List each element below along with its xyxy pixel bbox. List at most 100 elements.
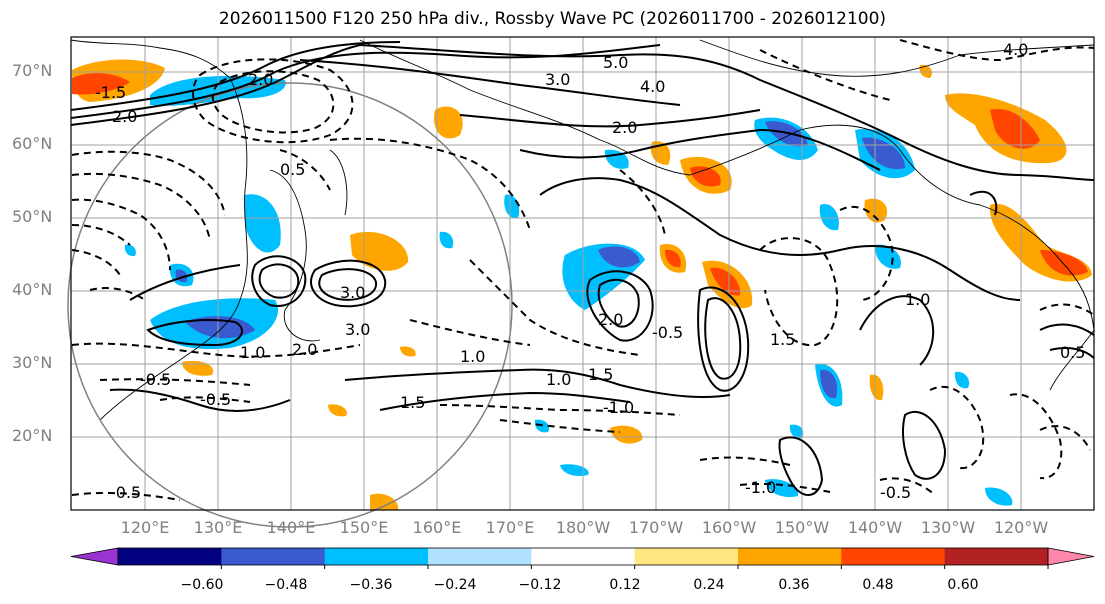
positive-anomaly [400,346,416,357]
positive-anomaly [182,360,214,376]
colorbar-tick-label: 0.12 [609,577,641,593]
region-circle [67,82,513,528]
colorbar-segment [428,548,532,565]
contour-label: 1.0 [905,290,930,309]
contour-label: 0.5 [280,160,305,179]
contour-label: -0.5 [110,483,141,502]
positive-anomaly [990,109,1040,149]
solid-contours [70,41,1095,496]
colorbar-segment [324,548,429,565]
lon-label: 130°W [920,518,976,537]
lat-label: 30°N [12,353,53,372]
colorbar-tick-label: −0.60 [180,577,224,593]
contour-label: -0.5 [652,323,683,342]
negative-anomaly [954,371,970,389]
negative-anomaly [789,424,804,439]
lon-label: 140°W [847,518,903,537]
graticule [71,37,1094,510]
negative-anomaly [874,244,901,269]
positive-anomaly [869,374,884,401]
colorbar-tick-label: −0.12 [518,577,562,593]
map-title: 2026011500 F120 250 hPa div., Rossby Wav… [218,9,887,29]
lon-label: 120°W [993,518,1049,537]
lon-label: 150°W [774,518,830,537]
positive-anomaly [434,106,463,139]
colorbar-segment [531,548,636,565]
colorbar-segment [841,548,946,565]
positive-anomaly [710,267,741,296]
contour-label: 2.0 [292,340,317,359]
contour-label: -0.5 [880,483,911,502]
positive-anomaly [328,404,347,417]
contour-label: -1.0 [745,478,776,497]
lat-label: 40°N [12,280,53,299]
lon-label: 130°E [193,518,243,537]
negative-anomaly [819,204,839,231]
positive-anomaly [919,64,932,78]
lon-label: 170°W [628,518,684,537]
positive-anomaly [690,166,721,187]
colorbar-tick-label: −0.36 [349,577,393,593]
contour-label: 1.0 [546,370,571,389]
lon-label: 160°W [701,518,757,537]
coastlines [70,39,1095,421]
contour-label: -1.5 [95,83,126,102]
colorbar-segment [118,548,222,565]
contour-label: -0.5 [200,390,231,409]
contour-label: 1.5 [400,393,425,412]
lat-label: 70°N [12,61,53,80]
negative-anomaly [245,194,281,253]
contour-label: -0.5 [140,370,171,389]
lon-label: 140°E [266,518,316,537]
lat-label: 20°N [12,426,53,445]
negative-anomaly [185,316,255,339]
colorbar-outline [117,547,1049,566]
colorbar-segment [738,548,842,565]
colorbar-segment [634,548,739,565]
lon-label: 150°E [339,518,389,537]
positive-anomaly [350,231,409,271]
colorbar-tick-label: 0.60 [947,577,979,593]
negative-anomaly [765,479,799,498]
shading-layer [72,59,1092,510]
lon-label: 160°E [412,518,462,537]
lon-label: 120°E [120,518,170,537]
negative-anomaly [439,231,454,249]
contour-label: 4.0 [1003,40,1028,59]
positive-anomaly [665,249,681,268]
negative-anomaly [598,246,640,268]
lat-label: 50°N [12,207,53,226]
positive-anomaly [370,493,399,510]
contour-label: 1.0 [460,347,485,366]
colorbar-extend-max [1047,547,1095,566]
positive-anomaly [72,73,130,95]
contour-label: 1.5 [770,330,795,349]
lon-label: 180°W [555,518,611,537]
contour-label: 3.0 [340,283,365,302]
positive-anomaly [864,198,888,223]
contour-label: 3.0 [545,70,570,89]
negative-anomaly [985,487,1013,506]
contour-label: -1.0 [603,398,634,417]
colorbar-tick-label: 0.48 [862,577,894,593]
contour-label: 2.0 [248,70,273,89]
colorbar-tick-label: −0.24 [433,577,477,593]
colorbar-tick-label: 0.24 [693,577,725,593]
colorbar [70,547,1095,569]
contour-label: 1.5 [588,365,613,384]
dashed-contours [71,39,1095,501]
colorbar-tick-label: −0.48 [264,577,308,593]
colorbar-extend-min [70,547,119,566]
colorbar-segment [944,548,1049,565]
colorbar-tick-label: 0.36 [778,577,810,593]
positive-anomaly [610,425,643,444]
contour-label: 0.5 [1060,343,1085,362]
negative-anomaly [560,464,589,476]
contour-label: 1.0 [240,343,265,362]
contour-label: 3.0 [345,320,370,339]
negative-anomaly [820,369,838,399]
contour-label: 2.0 [112,107,137,126]
contour-label-layer: -1.5 2.0 2.0 3.0 5.0 4.0 2.0 4.0 0.5 3.0… [95,40,1085,502]
plot-border [70,36,1095,511]
